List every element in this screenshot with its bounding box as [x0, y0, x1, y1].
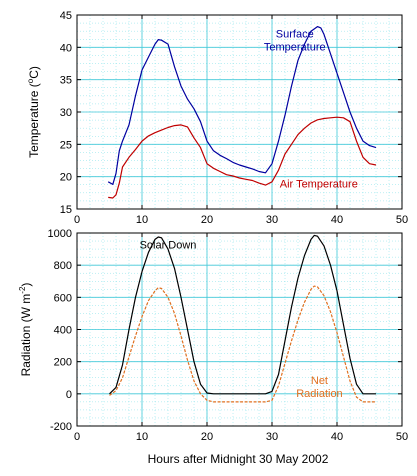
temperature-x-tick-label: 0 [74, 214, 80, 226]
radiation-y-tick-label: 1000 [48, 228, 72, 240]
temperature-series-surface-temperature-line [107, 26, 377, 185]
temperature-annotation-surface-temperature: Surface Temperature [264, 29, 326, 54]
temperature-panel: 0 10 20 30 40 50 15 20 25 30 35 40 45 Temperature (oC… [26, 10, 408, 226]
temperature-x-tick-label: 50 [396, 214, 408, 226]
temperature-y-tick-label: 40 [60, 42, 72, 54]
temperature-x-tick-label: 40 [331, 214, 343, 226]
radiation-x-tick-label: 40 [331, 431, 343, 443]
radiation-x-tick-label: 0 [74, 431, 80, 443]
temperature-annotation-air-temperature: Air Temperature [280, 179, 358, 191]
radiation-y-tick-label: -200 [50, 421, 72, 433]
temperature-x-tick-label: 10 [136, 214, 148, 226]
temperature-y-tick-label: 20 [60, 172, 72, 184]
radiation-x-tick-label: 50 [396, 431, 408, 443]
radiation-x-tick-label: 20 [201, 431, 213, 443]
temperature-x-tick-label: 20 [201, 214, 213, 226]
radiation-panel: 0 10 20 30 40 50-20002004006008001000Radiatio… [18, 228, 408, 443]
radiation-x-tick-label: 30 [266, 431, 278, 443]
temperature-y-tick-label: 25 [60, 139, 72, 151]
radiation-x-tick-label: 10 [136, 431, 148, 443]
temperature-y-tick-label: 45 [60, 10, 72, 22]
radiation-y-axis-label: Radiation (W m-2) [18, 283, 33, 377]
temperature-y-tick-label: 35 [60, 75, 72, 87]
radiation-y-tick-label: 0 [66, 389, 72, 401]
temperature-y-tick-label: 30 [60, 107, 72, 119]
temperature-y-axis-label: Temperature (oC) [26, 66, 41, 158]
temperature-y-tick-label: 15 [60, 204, 72, 216]
radiation-annotation-solar-down: Solar Down [140, 239, 197, 251]
radiation-series-solar-down-line [109, 234, 376, 395]
radiation-y-tick-label: 200 [54, 357, 72, 369]
radiation-y-tick-label: 800 [54, 260, 72, 272]
temperature-x-tick-label: 30 [266, 214, 278, 226]
radiation-x-axis-label: Hours after Midnight 30 May 2002 [148, 452, 329, 466]
temperature-series-air-temperature-line [108, 116, 377, 199]
radiation-series-net-radiation-line [109, 285, 376, 403]
radiation-y-tick-label: 400 [54, 325, 72, 337]
radiation-y-tick-label: 600 [54, 292, 72, 304]
radiation-annotation-net-radiation: Net Radiation [296, 375, 342, 400]
